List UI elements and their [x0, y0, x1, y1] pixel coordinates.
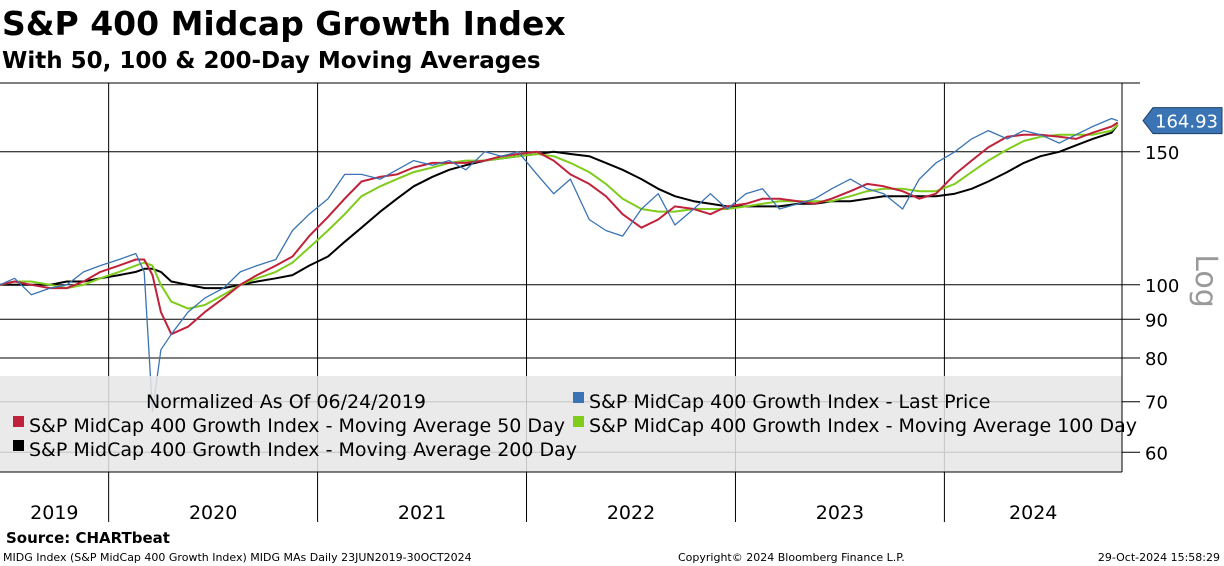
legend-swatch	[573, 392, 584, 403]
legend-label: S&P MidCap 400 Growth Index - Last Price	[589, 391, 990, 413]
legend-swatch	[573, 416, 584, 427]
x-tick-label: 2020	[189, 502, 237, 524]
legend-label: S&P MidCap 400 Growth Index - Moving Ave…	[29, 439, 577, 461]
scale-label: Log	[1188, 254, 1223, 308]
legend-box	[0, 376, 1122, 472]
x-tick-label: 2021	[398, 502, 446, 524]
legend-swatch	[13, 416, 24, 427]
y-tick-label: 150	[1145, 143, 1179, 164]
y-tick-label: 60	[1145, 443, 1168, 464]
x-tick-label: 2022	[607, 502, 655, 524]
series-line	[0, 121, 1119, 336]
legend-label: S&P MidCap 400 Growth Index - Moving Ave…	[29, 415, 565, 437]
series-line	[0, 117, 1119, 412]
chart-title: S&P 400 Midcap Growth Index	[2, 4, 566, 43]
x-tick-label: 2019	[30, 502, 78, 524]
copyright: Copyright© 2024 Bloomberg Finance L.P.	[678, 551, 905, 564]
chart-subtitle: With 50, 100 & 200-Day Moving Averages	[2, 48, 541, 74]
last-value-label: 164.93	[1155, 112, 1218, 133]
legend-swatch	[13, 440, 24, 451]
legend-label: S&P MidCap 400 Growth Index - Moving Ave…	[589, 415, 1137, 437]
y-tick-label: 70	[1145, 393, 1168, 414]
last-value-badge	[1142, 107, 1223, 135]
source: Source: CHARTbeat	[6, 529, 170, 547]
legend-title: Normalized As Of 06/24/2019	[146, 391, 426, 413]
y-tick-label: 90	[1145, 310, 1168, 331]
x-tick-label: 2023	[816, 502, 864, 524]
y-tick-label: 80	[1145, 349, 1168, 370]
x-tick-label: 2024	[1009, 502, 1057, 524]
footer-left: MIDG Index (S&P MidCap 400 Growth Index)…	[3, 551, 472, 564]
timestamp: 29-Oct-2024 15:58:29	[1098, 551, 1220, 564]
y-tick-label: 100	[1145, 276, 1179, 297]
series-line	[0, 123, 1119, 290]
